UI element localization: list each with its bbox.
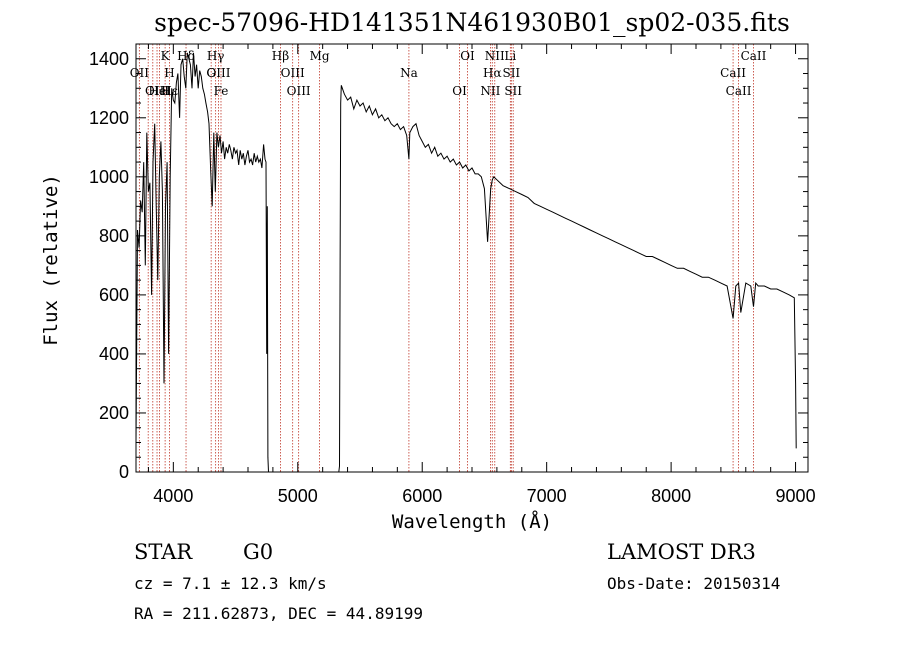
line-label: CaII	[726, 84, 752, 98]
emission-line-markers	[138, 44, 754, 472]
x-tick-labels: 4000 5000 6000 7000 8000 9000	[153, 486, 815, 506]
spectrum-line	[135, 52, 797, 473]
line-label: K	[161, 49, 171, 63]
survey-name: LAMOST DR3	[607, 540, 756, 564]
line-label: Na	[400, 66, 418, 80]
line-label: OII	[130, 66, 150, 80]
line-label: G	[206, 66, 216, 80]
y-tick-label: 600	[99, 285, 129, 305]
chart-title: spec-57096-HD141351N461930B01_sp02-035.f…	[154, 8, 790, 37]
line-label: OIII	[281, 66, 305, 80]
x-axis-label: Wavelength (Å)	[392, 510, 552, 533]
line-label: OIII	[145, 84, 169, 98]
plot-frame	[135, 43, 809, 473]
x-tick-label: 4000	[153, 486, 193, 506]
y-tick-label: 800	[99, 226, 129, 246]
line-label: OI	[460, 49, 475, 63]
line-label: Li	[504, 49, 516, 63]
obs-date: Obs-Date: 20150314	[607, 574, 780, 593]
y-tick-label: 1200	[89, 108, 129, 128]
line-label: Hα	[483, 66, 502, 80]
x-tick-label: 6000	[402, 486, 442, 506]
line-label: OI	[452, 84, 467, 98]
x-tick-label: 9000	[776, 486, 816, 506]
line-label: CaII	[741, 49, 767, 63]
line-label: CaII	[720, 66, 746, 80]
coordinates: RA = 211.62873, DEC = 44.89199	[134, 604, 423, 623]
x-tick-label: 5000	[278, 486, 318, 506]
line-label: OIII	[206, 66, 230, 80]
axis-ticks	[136, 44, 808, 473]
line-label: Hδ	[177, 49, 195, 63]
line-label: OIII	[287, 84, 311, 98]
y-tick-label: 1400	[89, 49, 129, 69]
line-label: Hγ	[207, 49, 225, 63]
line-label: H	[164, 66, 174, 80]
y-tick-label: 1000	[89, 167, 129, 187]
y-tick-labels: 0 200 400 600 800 1000 1200 1400	[89, 49, 129, 482]
line-label: SII	[504, 84, 522, 98]
y-tick-label: 400	[99, 344, 129, 364]
redshift-text: cz = 7.1 ± 12.3 km/s	[134, 574, 327, 593]
emission-line-labels: HδOIIOIIIKHHeIHγOIIIHεHβOIIIOIIIMgNaOIOI…	[130, 49, 767, 98]
line-label: Mg	[310, 49, 330, 63]
x-tick-label: 8000	[651, 486, 691, 506]
line-label: Fe	[214, 84, 229, 98]
line-label: HeI	[148, 84, 171, 98]
y-tick-label: 0	[119, 462, 129, 482]
y-axis-label: Flux (relative)	[40, 174, 62, 346]
line-label: Hβ	[272, 49, 289, 63]
line-label: NII	[480, 84, 500, 98]
line-label: Hε	[161, 84, 178, 98]
object-class: STAR	[134, 540, 193, 564]
line-label: SII	[502, 66, 520, 80]
object-subclass: G0	[243, 540, 273, 564]
x-tick-label: 7000	[527, 486, 567, 506]
y-tick-label: 200	[99, 403, 129, 423]
line-label: NII	[485, 49, 505, 63]
